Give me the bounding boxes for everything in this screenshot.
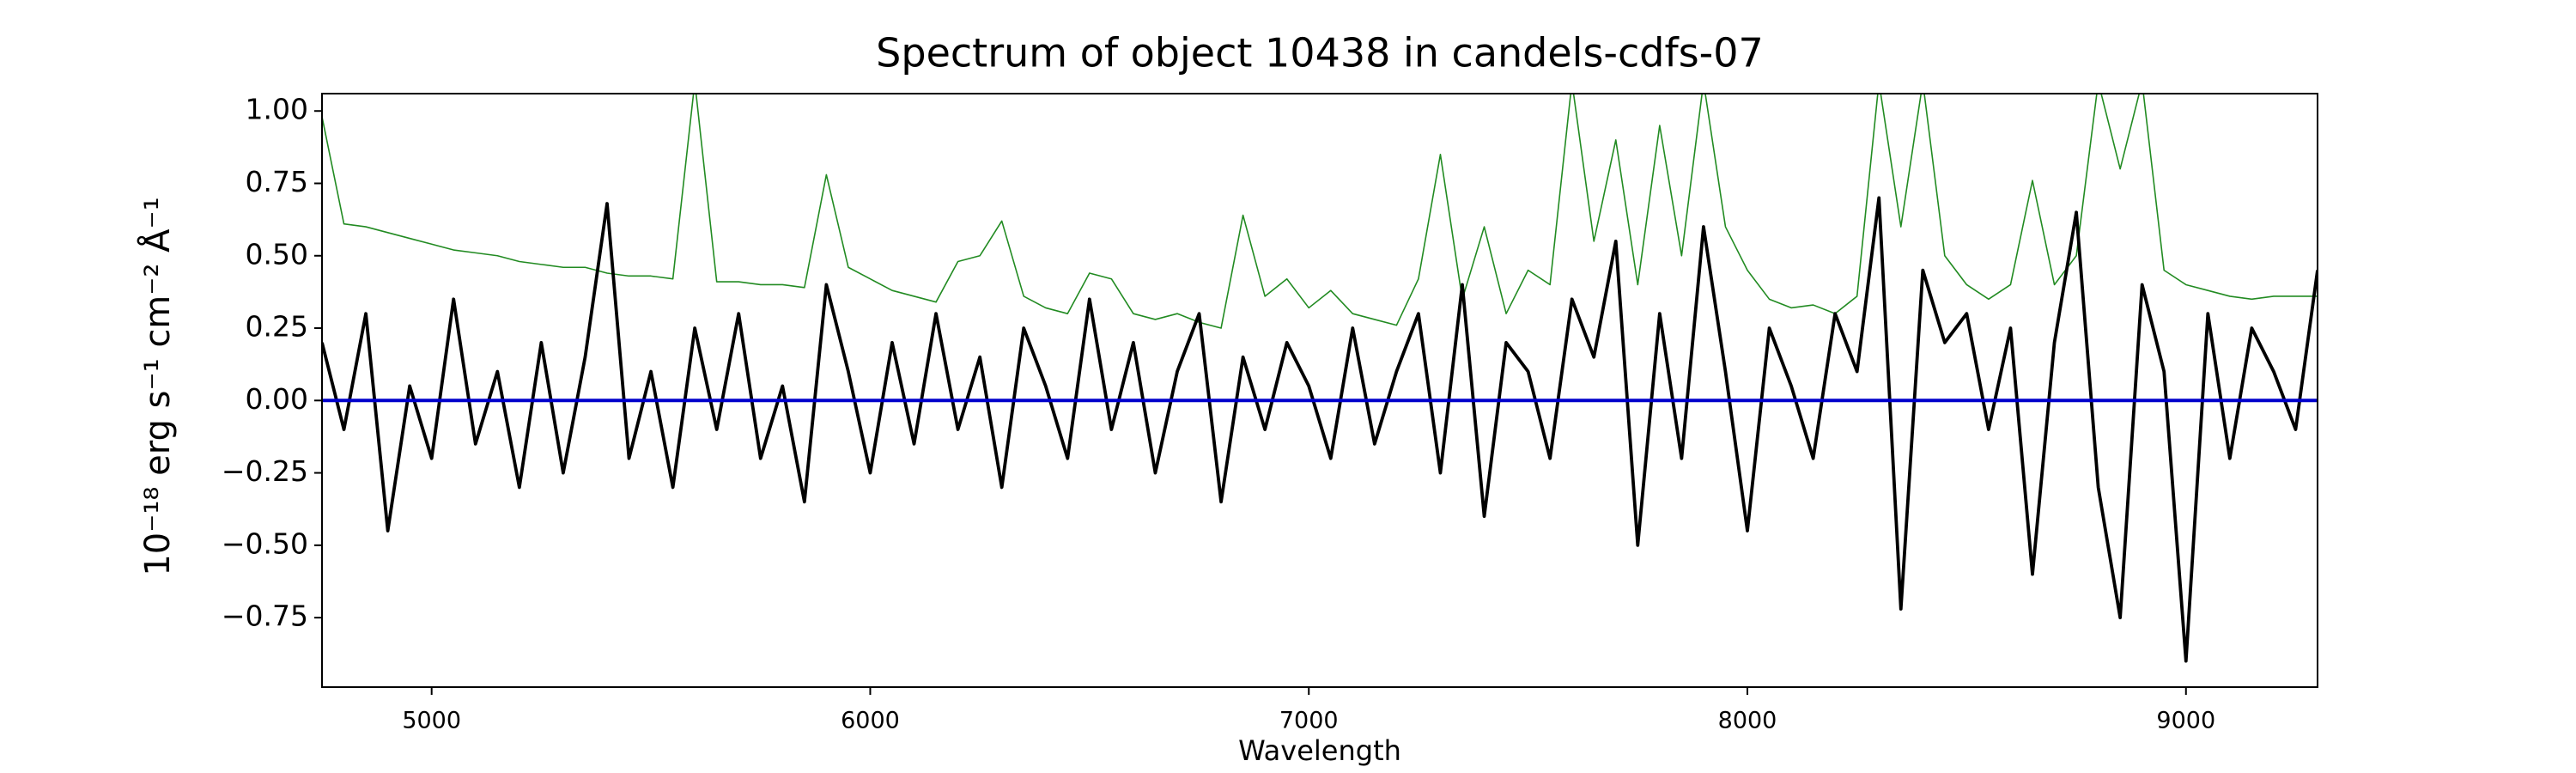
- y-axis-label: 10⁻¹⁸ erg s⁻¹ cm⁻² Å⁻¹: [137, 197, 178, 575]
- plot-frame: [321, 93, 2318, 688]
- y-tick-label: 0.75: [246, 165, 308, 198]
- spectrum-line: [322, 196, 2318, 663]
- x-tick-label: 9000: [2156, 708, 2215, 734]
- y-tick-label: 0.00: [246, 382, 308, 416]
- y-tick-label: −0.50: [222, 526, 308, 560]
- y-tick-label: 0.25: [246, 310, 308, 344]
- x-tick-label: 7000: [1279, 708, 1339, 734]
- x-tick-label: 6000: [841, 708, 900, 734]
- y-tick-label: 0.50: [246, 237, 308, 271]
- x-tick-label: 5000: [402, 708, 461, 734]
- chart-title: Spectrum of object 10438 in candels-cdfs…: [876, 30, 1764, 76]
- plot-area: [322, 94, 2318, 663]
- spectrum-line: [322, 94, 2318, 329]
- y-tick-label: −0.25: [222, 454, 308, 488]
- x-axis-label: Wavelength: [1238, 734, 1401, 767]
- x-tick-label: 8000: [1718, 708, 1777, 734]
- y-tick-label: −0.75: [222, 600, 308, 633]
- y-tick-label: 1.00: [246, 93, 308, 126]
